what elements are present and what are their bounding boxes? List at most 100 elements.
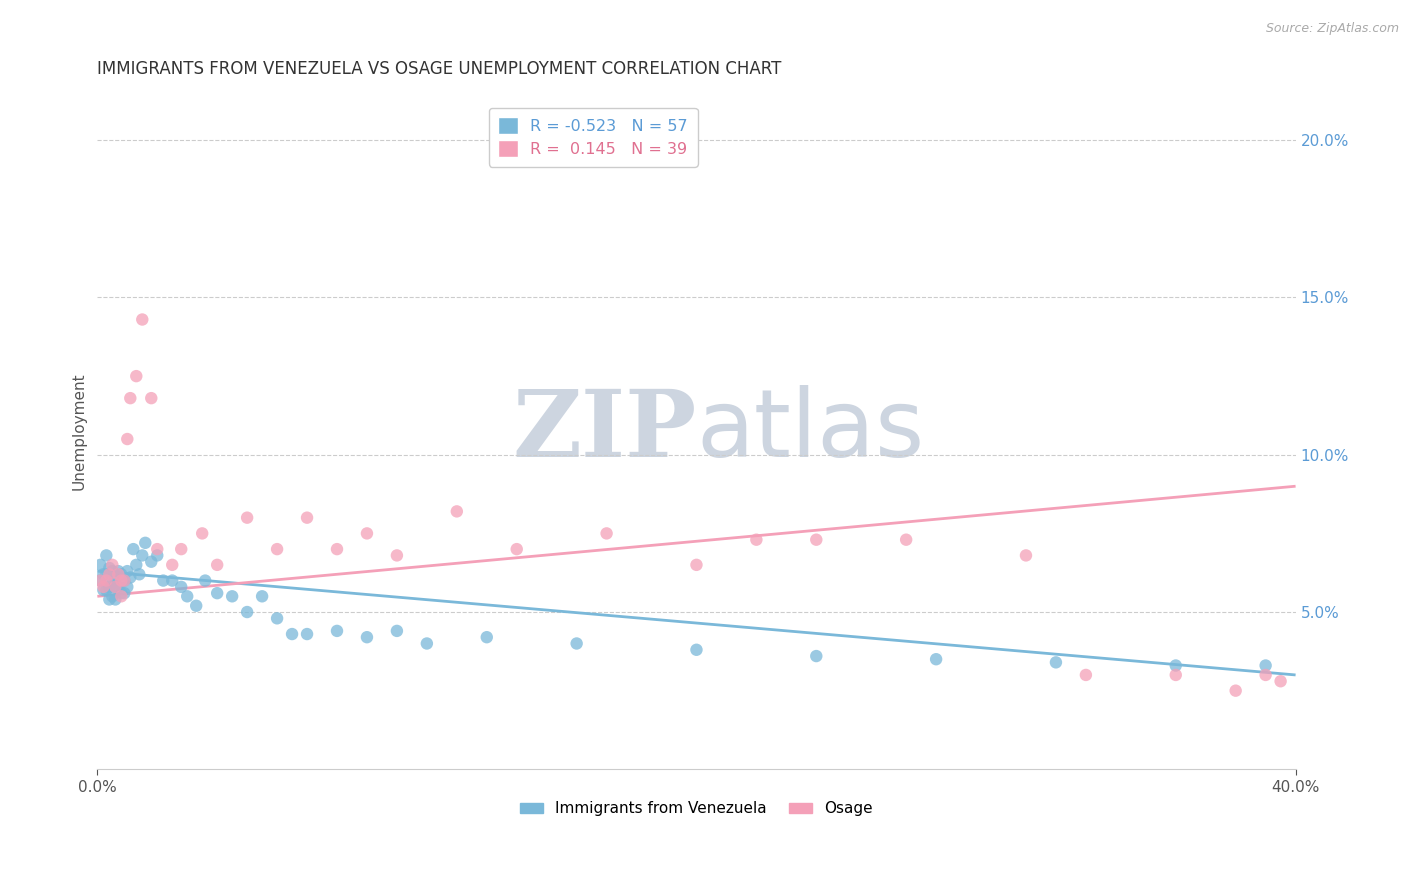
Point [101, 558, 124, 572]
Point [96, 549, 118, 563]
Point [110, 586, 132, 600]
Point [1270, 674, 1292, 689]
Point [101, 590, 124, 604]
Point [385, 549, 408, 563]
Point [125, 558, 148, 572]
Point [131, 312, 153, 326]
Point [356, 526, 378, 541]
Point [128, 567, 150, 582]
Point [107, 564, 129, 578]
Point [120, 570, 142, 584]
Point [1045, 656, 1067, 670]
Point [446, 504, 468, 518]
Point [112, 586, 135, 600]
Point [1254, 668, 1277, 682]
Point [93, 580, 115, 594]
Point [1254, 658, 1277, 673]
Point [685, 642, 707, 657]
Point [170, 580, 193, 594]
Point [131, 549, 153, 563]
Point [93, 567, 115, 582]
Point [146, 542, 169, 557]
Point [194, 574, 217, 588]
Point [104, 570, 127, 584]
Point [295, 627, 318, 641]
Point [416, 636, 439, 650]
Point [89, 558, 111, 572]
Point [806, 649, 828, 664]
Point [326, 542, 349, 557]
Point [98, 561, 121, 575]
Point [894, 533, 917, 547]
Point [1164, 658, 1187, 673]
Point [186, 599, 208, 613]
Point [110, 574, 132, 588]
Point [141, 555, 163, 569]
Point [107, 580, 129, 594]
Point [107, 567, 129, 582]
Point [112, 574, 135, 588]
Point [152, 574, 174, 588]
Point [205, 558, 228, 572]
Text: Source: ZipAtlas.com: Source: ZipAtlas.com [1265, 22, 1399, 36]
Point [281, 627, 304, 641]
Point [1164, 668, 1187, 682]
Point [104, 580, 127, 594]
Point [141, 391, 163, 405]
Point [89, 574, 111, 588]
Point [266, 542, 288, 557]
Point [112, 574, 135, 588]
Point [475, 630, 498, 644]
Point [96, 582, 118, 597]
Point [250, 590, 273, 604]
Point [96, 567, 118, 582]
Point [101, 576, 124, 591]
Point [1225, 683, 1247, 698]
Text: IMMIGRANTS FROM VENEZUELA VS OSAGE UNEMPLOYMENT CORRELATION CHART: IMMIGRANTS FROM VENEZUELA VS OSAGE UNEMP… [97, 60, 782, 78]
Point [385, 624, 408, 638]
Point [134, 536, 156, 550]
Point [104, 580, 127, 594]
Point [104, 592, 127, 607]
Point [98, 580, 121, 594]
Point [595, 526, 617, 541]
Point [236, 605, 259, 619]
Point [98, 567, 121, 582]
Point [122, 542, 145, 557]
Y-axis label: Unemployment: Unemployment [72, 372, 86, 490]
Point [176, 590, 198, 604]
Point [745, 533, 768, 547]
Point [120, 391, 142, 405]
Point [565, 636, 588, 650]
Point [205, 586, 228, 600]
Text: ZIP: ZIP [512, 386, 696, 476]
Point [125, 369, 148, 384]
Point [110, 567, 132, 582]
Point [506, 542, 529, 557]
Point [191, 526, 214, 541]
Point [1015, 549, 1038, 563]
Point [98, 592, 121, 607]
Point [96, 574, 118, 588]
Point [925, 652, 948, 666]
Point [146, 549, 169, 563]
Point [326, 624, 349, 638]
Point [162, 558, 184, 572]
Point [89, 574, 111, 588]
Point [685, 558, 707, 572]
Point [162, 574, 184, 588]
Point [93, 582, 115, 597]
Point [170, 542, 193, 557]
Point [117, 580, 139, 594]
Point [295, 510, 318, 524]
Point [101, 564, 124, 578]
Point [266, 611, 288, 625]
Point [117, 564, 139, 578]
Point [117, 432, 139, 446]
Point [221, 590, 243, 604]
Point [236, 510, 259, 524]
Point [806, 533, 828, 547]
Point [110, 590, 132, 604]
Text: atlas: atlas [696, 385, 925, 477]
Legend: Immigrants from Venezuela, Osage: Immigrants from Venezuela, Osage [513, 796, 879, 822]
